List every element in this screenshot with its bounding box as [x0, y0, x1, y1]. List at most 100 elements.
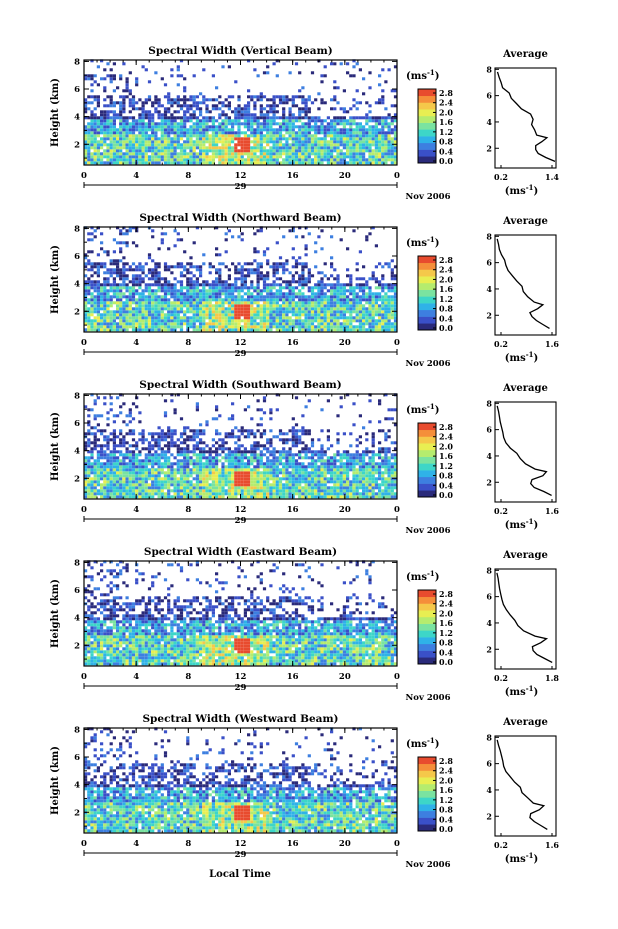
- heatmap-cell: [378, 286, 382, 290]
- heatmap-cell: [192, 289, 196, 293]
- heatmap-cell: [109, 110, 113, 114]
- average-title: Average: [502, 216, 548, 227]
- heatmap-cell: [100, 474, 104, 478]
- heatmap-cell: [298, 307, 302, 311]
- heatmap-cell: [119, 107, 123, 111]
- heatmap-cell: [135, 441, 139, 445]
- heatmap-cell: [131, 295, 136, 299]
- heatmap-cell: [125, 119, 129, 123]
- heatmap-cell: [192, 486, 196, 490]
- heatmap-cell: [93, 265, 97, 269]
- heatmap-cell: [349, 122, 353, 126]
- heatmap-cell: [224, 301, 228, 305]
- heatmap-cell: [90, 283, 94, 287]
- heatmap-cell: [387, 265, 391, 269]
- heatmap-cell: [365, 149, 369, 153]
- heatmap-cell: [141, 477, 145, 481]
- heatmap-cell: [84, 256, 88, 260]
- heatmap-cell: [243, 301, 247, 305]
- heatmap-cell: [317, 292, 321, 296]
- heatmap-cell: [330, 119, 334, 123]
- heatmap-cell: [218, 137, 222, 141]
- heatmap-cell: [333, 62, 337, 66]
- heatmap-cell: [237, 152, 241, 156]
- heatmap-cell: [374, 152, 378, 156]
- heatmap-cell: [186, 128, 190, 132]
- heatmap-cell: [119, 486, 123, 490]
- heatmap-cell: [128, 325, 132, 329]
- heatmap-cell: [90, 125, 94, 129]
- heatmap-cell: [106, 459, 110, 463]
- heatmap-cell: [247, 152, 251, 156]
- heatmap-cell: [298, 322, 302, 326]
- heatmap-cell: [234, 298, 238, 302]
- heatmap-cell: [189, 468, 193, 472]
- heatmap-cell: [374, 122, 378, 126]
- heatmap-cell: [384, 325, 388, 329]
- heatmap-cell: [119, 95, 123, 99]
- heatmap-cell: [96, 444, 100, 448]
- heatmap-cell: [227, 489, 231, 493]
- heatmap-cell: [240, 238, 244, 242]
- heatmap-cell: [336, 134, 340, 138]
- heatmap-cell: [179, 322, 184, 326]
- heatmap-cell: [199, 101, 203, 105]
- heatmap-cell: [106, 277, 110, 281]
- heatmap-cell: [278, 292, 283, 296]
- y-axis-label: Height (km): [50, 245, 61, 314]
- heatmap-cell: [346, 319, 350, 323]
- heatmap-cell: [362, 77, 366, 81]
- heatmap-cell: [288, 286, 292, 290]
- colorbar-segment: [418, 89, 436, 97]
- heatmap-cell: [84, 462, 88, 466]
- heatmap-cell: [119, 116, 123, 120]
- heatmap-cell: [96, 253, 100, 257]
- heatmap-cell: [151, 462, 155, 466]
- heatmap-cell: [131, 125, 136, 129]
- heatmap-cell: [119, 241, 123, 245]
- heatmap-cell: [195, 134, 199, 138]
- heatmap-cell: [199, 316, 203, 320]
- heatmap-cell: [125, 277, 129, 281]
- heatmap-cell: [362, 125, 366, 129]
- heatmap-cell: [291, 307, 295, 311]
- heatmap-cell: [170, 161, 174, 165]
- heatmap-cell: [314, 146, 318, 150]
- heatmap-cell: [90, 155, 94, 159]
- heatmap-cell: [218, 489, 222, 493]
- heatmap-cell: [362, 146, 366, 150]
- heatmap-cell: [183, 474, 187, 478]
- heatmap-cell: [128, 477, 132, 481]
- heatmap-cell: [186, 483, 190, 487]
- heatmap-cell: [285, 262, 289, 266]
- heatmap-cell: [109, 158, 113, 162]
- heatmap-cell: [189, 429, 193, 433]
- heatmap-cell: [355, 125, 359, 129]
- heatmap-cell: [90, 304, 94, 308]
- heatmap-cell: [381, 155, 385, 159]
- heatmap-cell: [301, 319, 305, 323]
- colorbar: 2.82.42.01.61.20.80.40.0(ms-1): [406, 68, 453, 166]
- heatmap-cell: [195, 143, 199, 147]
- heatmap-cell: [218, 271, 222, 275]
- heatmap-cell: [288, 122, 292, 126]
- heatmap-cell: [240, 110, 244, 114]
- heatmap-cell: [317, 325, 321, 329]
- heatmap-cell: [100, 450, 104, 454]
- colorbar-tick-label: 2.8: [439, 255, 453, 265]
- heatmap-cell: [362, 116, 366, 120]
- heatmap-cell: [390, 328, 394, 332]
- heatmap-cell: [147, 98, 152, 102]
- heatmap-cell: [173, 408, 177, 412]
- heatmap-cell: [135, 125, 139, 129]
- heatmap-cell: [211, 486, 215, 490]
- heatmap-cell: [253, 95, 257, 99]
- heatmap-cell: [243, 146, 247, 150]
- heatmap-cell: [346, 295, 350, 299]
- heatmap-cell: [368, 328, 372, 332]
- heatmap-cell: [163, 149, 168, 153]
- heatmap-cell: [167, 447, 171, 451]
- heatmap-cell: [128, 432, 132, 436]
- heatmap-cell: [141, 441, 145, 445]
- heatmap-cell: [135, 274, 139, 278]
